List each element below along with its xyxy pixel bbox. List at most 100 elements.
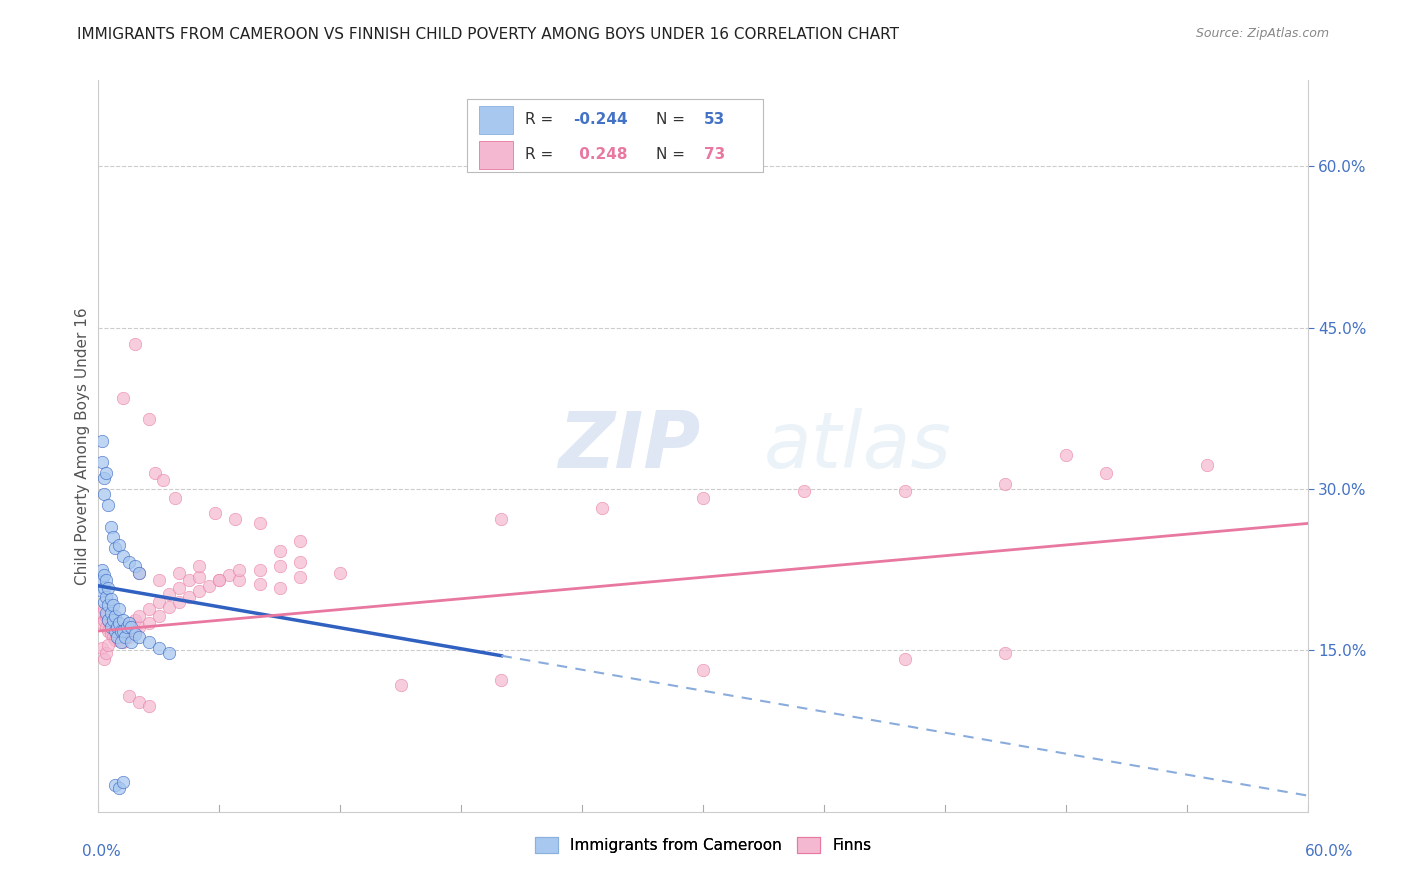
- Text: R =: R =: [526, 112, 558, 128]
- Point: [167, 595, 190, 609]
- Point: [91, 584, 114, 599]
- Point: [288, 533, 311, 548]
- Point: [93, 568, 115, 582]
- Point: [91, 455, 114, 469]
- Point: [103, 778, 125, 792]
- Point: [124, 624, 146, 638]
- Point: [138, 616, 160, 631]
- Point: [93, 602, 115, 616]
- Point: [111, 624, 134, 638]
- Point: [138, 602, 160, 616]
- Point: [107, 602, 129, 616]
- Point: [1054, 448, 1077, 462]
- Point: [128, 620, 150, 634]
- Point: [103, 624, 125, 638]
- Point: [152, 474, 174, 488]
- Point: [93, 613, 115, 627]
- Point: [100, 616, 122, 631]
- Point: [111, 624, 134, 638]
- Point: [128, 631, 150, 645]
- Text: 73: 73: [704, 147, 725, 162]
- Point: [204, 506, 226, 520]
- Point: [111, 549, 134, 563]
- Point: [228, 574, 250, 588]
- Point: [218, 568, 240, 582]
- Point: [491, 673, 513, 688]
- Point: [124, 336, 146, 351]
- Point: [208, 574, 231, 588]
- Point: [148, 595, 170, 609]
- Point: [198, 579, 221, 593]
- Point: [167, 566, 190, 580]
- Text: -0.244: -0.244: [574, 112, 628, 128]
- Bar: [479, 106, 513, 134]
- Point: [120, 620, 142, 634]
- Text: atlas: atlas: [763, 408, 952, 484]
- Point: [188, 570, 211, 584]
- FancyBboxPatch shape: [467, 99, 763, 171]
- Point: [96, 620, 118, 634]
- Point: [91, 574, 114, 588]
- Point: [224, 512, 246, 526]
- Point: [91, 434, 114, 448]
- Point: [389, 678, 412, 692]
- Text: Source: ZipAtlas.com: Source: ZipAtlas.com: [1195, 27, 1329, 40]
- Point: [114, 631, 136, 645]
- Point: [143, 466, 166, 480]
- Point: [591, 501, 613, 516]
- Point: [1195, 458, 1218, 473]
- Point: [97, 613, 120, 627]
- Point: [101, 631, 124, 645]
- Point: [93, 595, 115, 609]
- Point: [96, 590, 118, 604]
- Text: IMMIGRANTS FROM CAMEROON VS FINNISH CHILD POVERTY AMONG BOYS UNDER 16 CORRELATIO: IMMIGRANTS FROM CAMEROON VS FINNISH CHIL…: [77, 27, 900, 42]
- Point: [179, 574, 201, 588]
- Text: N =: N =: [655, 147, 690, 162]
- Bar: [479, 141, 513, 169]
- Point: [179, 590, 201, 604]
- Point: [249, 516, 271, 531]
- Text: R =: R =: [526, 147, 564, 162]
- Point: [124, 559, 146, 574]
- Point: [118, 631, 141, 645]
- Point: [157, 600, 180, 615]
- Point: [148, 574, 170, 588]
- Point: [96, 606, 118, 620]
- Point: [118, 555, 141, 569]
- Point: [103, 609, 125, 624]
- Point: [97, 624, 120, 638]
- Point: [97, 498, 120, 512]
- Text: 0.0%: 0.0%: [82, 845, 121, 859]
- Y-axis label: Child Poverty Among Boys Under 16: Child Poverty Among Boys Under 16: [75, 307, 90, 585]
- Point: [100, 620, 122, 634]
- Point: [893, 484, 915, 499]
- Point: [491, 512, 513, 526]
- Point: [97, 613, 120, 627]
- Point: [138, 412, 160, 426]
- Point: [118, 616, 141, 631]
- Point: [110, 634, 132, 648]
- Point: [793, 484, 815, 499]
- Point: [994, 476, 1017, 491]
- Point: [111, 391, 134, 405]
- Point: [249, 576, 271, 591]
- Text: N =: N =: [655, 112, 690, 128]
- Point: [228, 563, 250, 577]
- Point: [107, 616, 129, 631]
- Point: [269, 544, 291, 558]
- Point: [269, 559, 291, 574]
- Point: [100, 591, 122, 606]
- Point: [128, 566, 150, 580]
- Point: [167, 581, 190, 595]
- Text: 53: 53: [704, 112, 725, 128]
- Point: [115, 620, 138, 634]
- Point: [103, 541, 125, 556]
- Point: [91, 563, 114, 577]
- Point: [96, 609, 118, 624]
- Point: [100, 519, 122, 533]
- Point: [893, 652, 915, 666]
- Point: [329, 566, 352, 580]
- Point: [93, 487, 115, 501]
- Point: [208, 574, 231, 588]
- Text: ZIP: ZIP: [558, 408, 700, 484]
